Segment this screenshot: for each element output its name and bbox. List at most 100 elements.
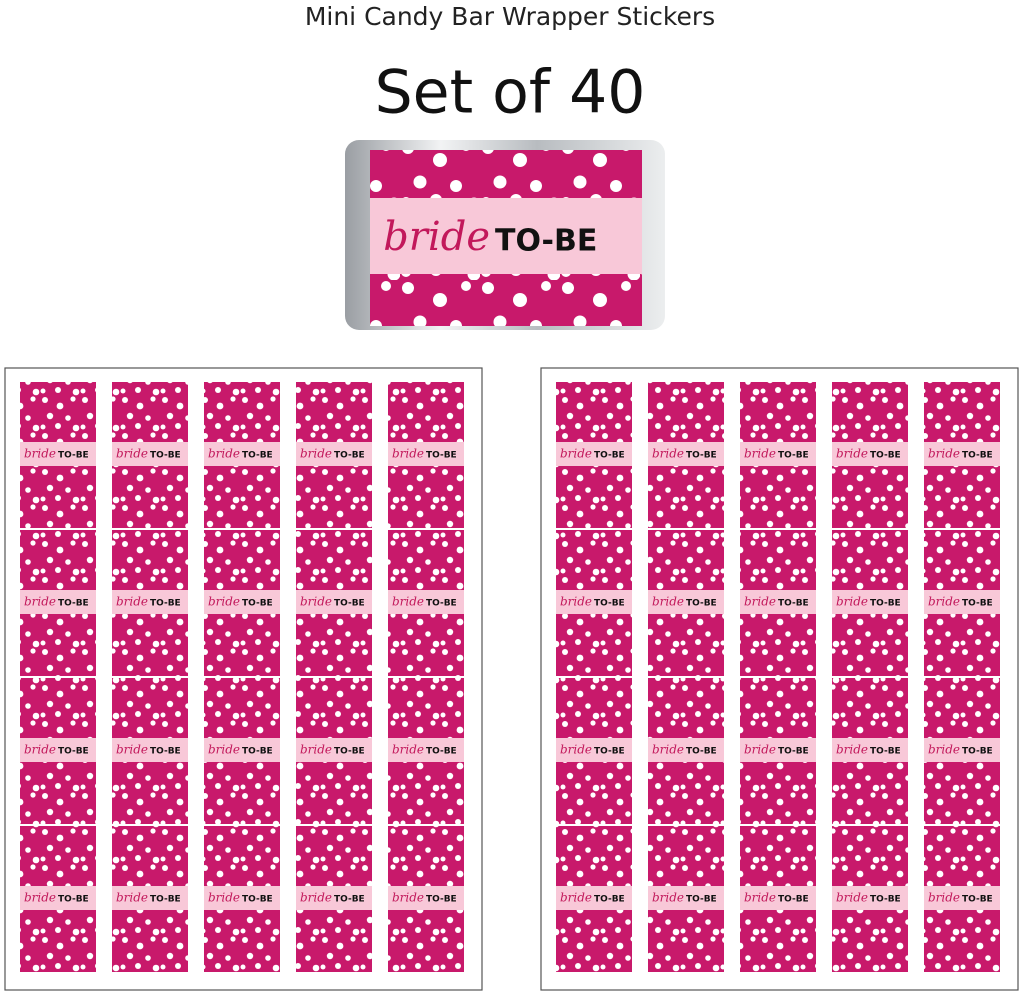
sticker-band [204, 738, 280, 762]
sticker-script: bride [392, 891, 424, 905]
sticker-script: bride [928, 595, 960, 609]
sticker-script: bride [836, 891, 868, 905]
subtitle: Set of 40 [375, 58, 646, 128]
sticker-band [832, 590, 908, 614]
sticker-script: bride [744, 743, 776, 757]
sticker-text: TO-BE [334, 599, 365, 609]
sticker-text: TO-BE [58, 747, 89, 757]
sticker-script: bride [560, 891, 592, 905]
sticker-band [296, 442, 372, 466]
sticker-text: TO-BE [778, 895, 809, 905]
candy-bar: bride TO-BE [345, 140, 665, 330]
sticker-text: TO-BE [242, 599, 273, 609]
sticker-text: TO-BE [778, 747, 809, 757]
sticker-text: TO-BE [242, 451, 273, 461]
sticker-text: TO-BE [150, 451, 181, 461]
sticker-band [924, 886, 1000, 910]
sticker-text: TO-BE [962, 747, 993, 757]
sticker-band [204, 886, 280, 910]
sticker-script: bride [560, 595, 592, 609]
sticker-band [924, 738, 1000, 762]
sticker-text: TO-BE [426, 747, 457, 757]
sticker-script: bride [116, 447, 148, 461]
sticker-band [556, 442, 632, 466]
sticker-band [388, 590, 464, 614]
sticker-script: bride [208, 891, 240, 905]
sticker-text: TO-BE [686, 747, 717, 757]
sticker-script: bride [836, 447, 868, 461]
sticker-text: TO-BE [962, 451, 993, 461]
sticker-script: bride [116, 595, 148, 609]
sticker-script: bride [116, 891, 148, 905]
sticker-band [20, 738, 96, 762]
sticker-text: TO-BE [58, 895, 89, 905]
sticker-text: TO-BE [426, 895, 457, 905]
sticker-band [832, 442, 908, 466]
sticker-band [740, 442, 816, 466]
sticker-band [20, 442, 96, 466]
sticker-script: bride [300, 891, 332, 905]
sticker-text: TO-BE [594, 895, 625, 905]
sticker-script: bride [392, 595, 424, 609]
sticker-text: TO-BE [150, 747, 181, 757]
sticker-text: TO-BE [150, 599, 181, 609]
sticker-band [740, 590, 816, 614]
sticker-script: bride [300, 743, 332, 757]
sticker-script: bride [300, 595, 332, 609]
sticker-band [648, 886, 724, 910]
sticker-script: bride [652, 447, 684, 461]
sticker-text: TO-BE [962, 599, 993, 609]
sticker-script: bride [928, 447, 960, 461]
sticker-band [648, 442, 724, 466]
sticker-text: TO-BE [686, 599, 717, 609]
sticker-script: bride [208, 447, 240, 461]
sticker-script: bride [836, 595, 868, 609]
sticker-text: TO-BE [594, 451, 625, 461]
sticker-band [296, 886, 372, 910]
sticker-band [740, 738, 816, 762]
sticker-script: bride [116, 743, 148, 757]
sticker-script: bride [560, 447, 592, 461]
sticker-text: TO-BE [242, 895, 273, 905]
sticker-text: TO-BE [870, 747, 901, 757]
sticker-script: bride [208, 743, 240, 757]
sticker-band [296, 590, 372, 614]
sticker-script: bride [744, 595, 776, 609]
sticker-text: TO-BE [686, 895, 717, 905]
sticker-band [388, 738, 464, 762]
sticker-script: bride [560, 743, 592, 757]
sticker-text: TO-BE [870, 895, 901, 905]
sticker-band [924, 590, 1000, 614]
sticker-script: bride [928, 891, 960, 905]
sticker-text: TO-BE [870, 451, 901, 461]
sticker-script: bride [744, 447, 776, 461]
sticker-band [20, 590, 96, 614]
sticker-band [556, 738, 632, 762]
sticker-script: bride [652, 891, 684, 905]
sticker-text: TO-BE [686, 451, 717, 461]
label-band [370, 198, 642, 274]
sticker-script: bride [24, 891, 56, 905]
sticker-band [388, 886, 464, 910]
sticker-band [112, 886, 188, 910]
sticker-band [112, 590, 188, 614]
sticker-script: bride [928, 743, 960, 757]
sticker-text: TO-BE [778, 599, 809, 609]
sticker-band [648, 590, 724, 614]
sticker-script: bride [24, 447, 56, 461]
sticker-text: TO-BE [334, 747, 365, 757]
sticker-band [648, 738, 724, 762]
sticker-script: bride [744, 891, 776, 905]
sticker-band [556, 886, 632, 910]
sticker-band [388, 442, 464, 466]
sticker-text: TO-BE [778, 451, 809, 461]
sticker-band [204, 442, 280, 466]
sticker-text: TO-BE [962, 895, 993, 905]
sticker-band [832, 886, 908, 910]
sticker-script: bride [392, 743, 424, 757]
sticker-script: bride [208, 595, 240, 609]
sticker-script: bride [652, 595, 684, 609]
sticker-band [296, 738, 372, 762]
